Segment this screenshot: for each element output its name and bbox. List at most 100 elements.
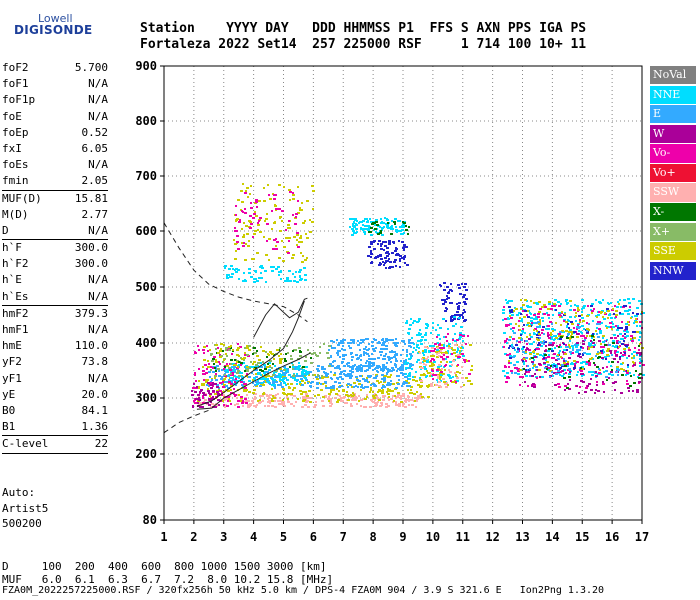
- echo-point: [597, 351, 599, 353]
- echo-point: [555, 373, 558, 375]
- echo-point: [364, 218, 366, 220]
- echo-point: [547, 314, 550, 316]
- echo-point: [242, 245, 245, 247]
- echo-point: [453, 316, 456, 318]
- echo-point: [446, 356, 449, 358]
- echo-point: [384, 348, 386, 350]
- echo-point: [591, 335, 594, 337]
- echo-point: [555, 359, 558, 361]
- echo-point: [402, 366, 404, 368]
- echo-point: [376, 380, 379, 382]
- echo-point: [282, 260, 285, 262]
- echo-point: [439, 378, 441, 380]
- echo-point: [238, 278, 240, 280]
- echo-point: [409, 353, 412, 355]
- echo-point: [580, 370, 583, 372]
- x-tick-label: 3: [220, 530, 227, 544]
- echo-point: [530, 317, 533, 319]
- echo-point: [618, 303, 620, 305]
- echo-point: [305, 233, 307, 235]
- echo-point: [602, 367, 604, 369]
- echo-point: [202, 392, 205, 394]
- echo-point: [628, 349, 631, 351]
- echo-point: [566, 387, 569, 389]
- echo-point: [304, 279, 307, 281]
- echo-point: [416, 344, 419, 346]
- echo-point: [408, 333, 410, 335]
- echo-point: [521, 348, 524, 350]
- echo-point: [355, 385, 357, 387]
- echo-point: [214, 367, 216, 369]
- echo-point: [537, 313, 540, 315]
- echo-point: [370, 251, 372, 253]
- echo-point: [559, 374, 561, 376]
- echo-point: [617, 369, 620, 371]
- param-value: N/A: [88, 289, 108, 303]
- echo-point: [551, 371, 553, 373]
- echo-point: [251, 372, 253, 374]
- echo-point: [375, 367, 377, 369]
- echo-point: [605, 325, 607, 327]
- echo-point: [332, 385, 335, 387]
- echo-point: [213, 363, 215, 365]
- echo-point: [274, 194, 277, 196]
- echo-point: [213, 356, 216, 358]
- echo-point: [625, 328, 628, 330]
- param-row: B0 84.1: [2, 403, 108, 419]
- echo-point: [359, 369, 361, 371]
- echo-point: [519, 329, 521, 331]
- echo-point: [575, 315, 577, 317]
- footer-info: FZA0M_2022257225000.RSF / 320fx256h 50 k…: [2, 585, 605, 596]
- echo-point: [620, 352, 622, 354]
- echo-point: [513, 332, 516, 334]
- echo-point: [546, 368, 548, 370]
- echo-point: [521, 376, 524, 378]
- param-separator: [2, 435, 108, 437]
- param-value: 15.81: [74, 191, 108, 205]
- echo-point: [334, 367, 337, 369]
- echo-point: [446, 361, 448, 363]
- echo-point: [518, 337, 521, 339]
- echo-point: [607, 348, 610, 350]
- echo-point: [440, 371, 443, 373]
- echo-point: [580, 380, 583, 382]
- echo-point: [413, 347, 415, 349]
- echo-point: [242, 183, 244, 185]
- echo-point: [429, 345, 432, 347]
- echo-point: [199, 402, 201, 404]
- echo-point: [297, 200, 299, 202]
- echo-point: [387, 389, 389, 391]
- echo-point: [211, 379, 213, 381]
- echo-point: [395, 387, 398, 389]
- echo-point: [390, 228, 392, 230]
- param-value: N/A: [88, 223, 108, 237]
- echo-point: [559, 350, 561, 352]
- echo-point: [243, 272, 245, 274]
- echo-point: [363, 231, 366, 233]
- echo-point: [584, 337, 587, 339]
- echo-point: [408, 385, 411, 387]
- param-value: 300.0: [74, 241, 108, 255]
- echo-point: [256, 383, 259, 385]
- echo-point: [427, 325, 429, 327]
- echo-point: [391, 220, 393, 222]
- echo-point: [562, 351, 564, 353]
- echo-point: [550, 334, 552, 336]
- echo-point: [263, 187, 265, 189]
- echo-point: [573, 360, 576, 362]
- echo-point: [555, 366, 558, 368]
- echo-point: [204, 399, 207, 401]
- echo-point: [215, 379, 218, 381]
- echo-point: [222, 361, 224, 363]
- echo-point: [561, 330, 564, 332]
- echo-point: [378, 382, 380, 384]
- echo-point: [565, 372, 567, 374]
- echo-point: [231, 276, 233, 278]
- echo-point: [427, 356, 429, 358]
- echo-point: [557, 301, 560, 303]
- echo-point: [402, 395, 405, 397]
- echo-point: [437, 377, 439, 379]
- echo-point: [505, 324, 508, 326]
- echo-point: [420, 343, 423, 345]
- echo-point: [514, 367, 516, 369]
